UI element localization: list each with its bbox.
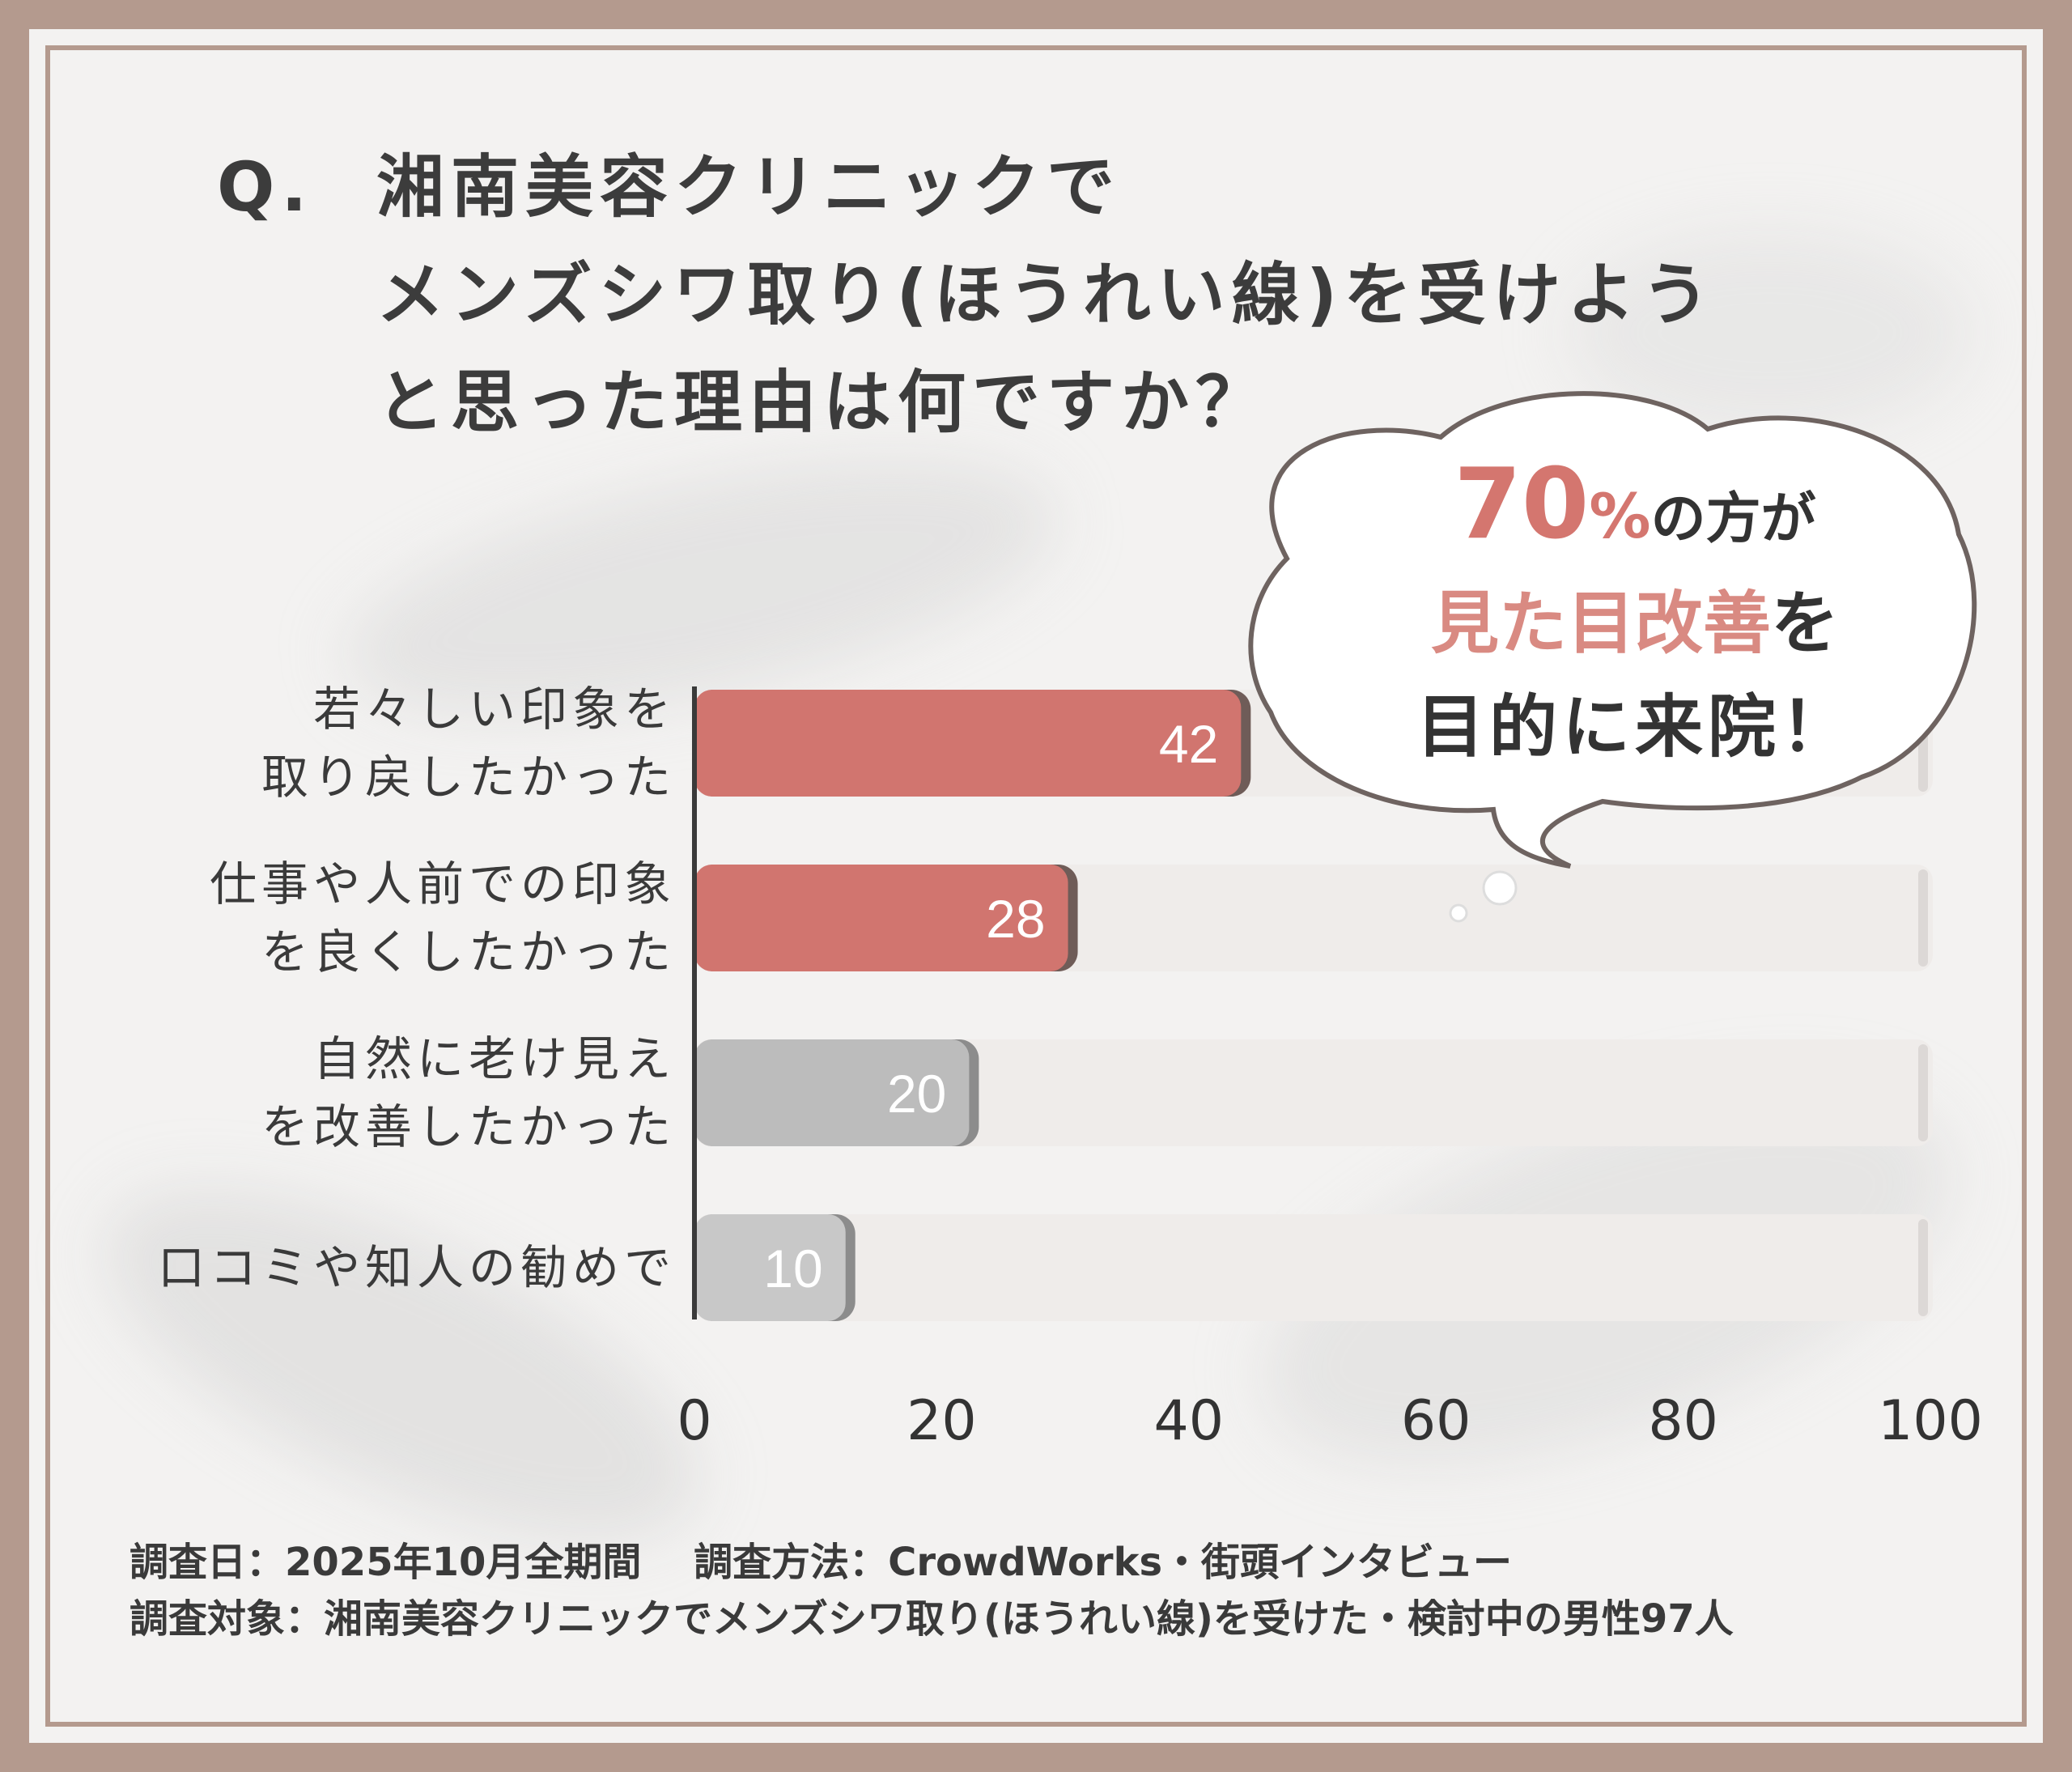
category-label-line: 口コミや知人の勧めで	[157, 1240, 676, 1295]
x-tick-label: 0	[677, 1389, 711, 1453]
footer-line-1: 調査日：2025年10月全期間 調査方法：CrowdWorks・街頭インタビュー	[130, 1540, 1513, 1585]
bar	[694, 865, 1068, 971]
category-label: 自然に老け見えを改善したかった	[261, 1025, 676, 1161]
callout-line1-rest: の方が	[1650, 487, 1816, 551]
bar	[694, 690, 1242, 797]
category-label: 仕事や人前での印象を良くしたかった	[210, 850, 676, 986]
category-label: 若々しい印象を取り戻したかった	[261, 675, 676, 811]
bar-track	[694, 1214, 1933, 1321]
callout-text: 70%の方が 見た目改善を 目的に来院！	[1344, 453, 1926, 779]
bars: 42 28 20 10	[694, 690, 1251, 1321]
category-label-line: 仕事や人前での印象	[209, 856, 676, 911]
bubble-dot	[1482, 870, 1518, 906]
question-line-1: 湘南美容クリニックで	[376, 147, 1122, 227]
callout-line-1: 70%の方が	[1344, 453, 1926, 572]
x-tick-label: 60	[1401, 1389, 1471, 1453]
bar-value-label: 20	[887, 1064, 946, 1124]
callout-percent-sign: %	[1589, 480, 1651, 552]
question-line-2: メンズシワ取り(ほうれい線)を受けよう	[376, 255, 1717, 334]
bubble-dot	[1449, 903, 1468, 923]
bar	[694, 1039, 970, 1146]
question-prefix: Q.	[217, 147, 314, 227]
x-tick-label: 80	[1648, 1389, 1718, 1453]
x-tick-label: 40	[1154, 1389, 1225, 1453]
bar-value-label: 42	[1159, 714, 1218, 774]
x-tick-label: 100	[1878, 1389, 1983, 1453]
x-tick-label: 20	[906, 1389, 977, 1453]
question-line-3: と思った理由は何ですか？	[376, 363, 1271, 442]
category-label-line: 若々しい印象を	[312, 682, 676, 737]
category-label-line: を改善したかった	[261, 1099, 676, 1154]
bar-track-edge	[1918, 869, 1928, 967]
callout-highlight: 見た目改善	[1430, 584, 1771, 663]
category-label-line: 取り戻したかった	[261, 750, 676, 805]
category-label-line: 自然に老け見え	[312, 1031, 676, 1086]
callout-line2-rest: を	[1771, 584, 1840, 663]
bar-track	[694, 1039, 1933, 1146]
bar-track-edge	[1918, 1044, 1928, 1141]
bar-value-label: 10	[763, 1239, 822, 1298]
footer-line-2: 調査対象：湘南美容クリニックでメンズシワ取り(ほうれい線)を受けた・検討中の男性…	[130, 1596, 1734, 1642]
bar	[694, 1214, 846, 1321]
bar-value-label: 28	[986, 889, 1045, 949]
inner-frame	[45, 45, 2027, 1727]
callout-bubble	[1248, 391, 1977, 869]
callout-line-2: 見た目改善を	[1344, 572, 1926, 675]
category-label-line: を良くしたかった	[261, 924, 676, 979]
callout-percent-value: 70	[1454, 448, 1590, 561]
bar-track-edge	[1918, 1219, 1928, 1316]
callout-line-3: 目的に来院！	[1416, 687, 1853, 767]
category-label: 口コミや知人の勧めで	[158, 1234, 676, 1302]
